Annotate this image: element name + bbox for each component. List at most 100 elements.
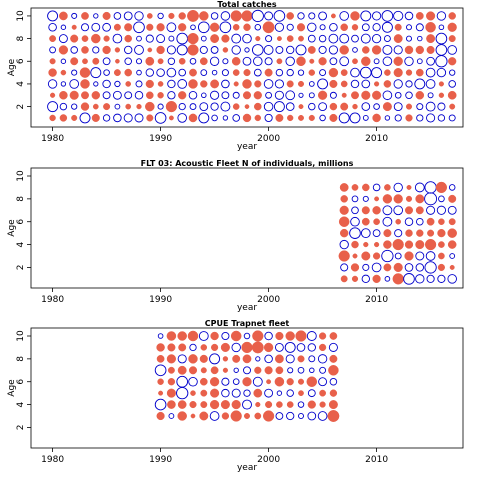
residual-bubble-positive [307,389,316,398]
residual-bubble-positive [317,78,329,90]
residual-bubble-positive [372,229,381,238]
residual-bubble-negative [276,36,282,42]
residual-bubble-positive [393,205,404,216]
residual-bubble-positive [393,79,403,89]
residual-bubble-positive [113,113,122,123]
y-tick-label: 4 [16,401,26,407]
residual-bubble-negative [309,58,315,64]
residual-bubble-negative [71,24,77,30]
chart-title: Total catches [217,0,276,9]
residual-bubble-negative [70,34,79,43]
residual-bubble-positive [114,80,121,88]
residual-bubble-positive [275,68,284,77]
residual-bubble-positive [221,91,230,100]
residual-bubble-negative [254,412,262,420]
y-tick-label: 10 [16,10,26,22]
x-axis-label: year [237,303,257,313]
residual-bubble-negative [274,354,284,364]
x-tick-label: 1990 [149,295,172,305]
residual-bubble-positive [329,91,337,99]
residual-bubble-negative [113,69,121,77]
residual-bubble-positive [199,102,209,111]
residual-bubble-positive [438,24,445,31]
residual-bubble-negative [449,103,456,110]
residual-bubble-positive [60,58,67,64]
residual-bubble-negative [350,11,360,21]
residual-bubble-positive [435,55,448,68]
residual-bubble-negative [447,90,457,100]
residual-bubble-negative [393,262,403,273]
residual-bubble-negative [167,343,176,352]
residual-bubble-positive [253,56,263,67]
residual-bubble-negative [404,240,414,249]
residual-bubble-negative [156,343,165,352]
residual-bubble-positive [48,22,57,32]
residual-bubble-negative [297,80,305,87]
residual-bubble-negative [82,58,88,65]
residual-bubble-negative [60,69,67,76]
residual-bubble-positive [59,102,68,111]
residual-bubble-negative [199,11,209,21]
residual-bubble-negative [265,401,273,409]
residual-bubble-positive [404,217,414,226]
residual-bubble-negative [329,354,338,363]
residual-bubble-negative [59,90,68,100]
residual-bubble-negative [449,264,455,270]
residual-bubble-negative [124,23,133,32]
residual-bubble-positive [381,249,394,263]
residual-bubble-negative [318,343,327,352]
residual-bubble-positive [221,331,230,341]
residual-bubble-positive [382,56,393,67]
residual-bubble-negative [199,354,208,363]
residual-bubble-negative [125,103,132,110]
residual-bubble-negative [124,68,133,77]
residual-bubble-negative [92,103,99,110]
residual-bubble-positive [340,263,349,272]
residual-bubble-negative [187,9,199,22]
residual-bubble-negative [374,196,380,202]
residual-bubble-negative [286,378,294,386]
residual-bubble-positive [286,411,295,421]
residual-bubble-positive [328,342,338,352]
residual-bubble-positive [133,21,145,34]
residual-bubble-positive [350,67,360,78]
residual-bubble-positive [371,262,382,273]
residual-bubble-positive [307,34,316,43]
residual-bubble-positive [189,343,197,352]
residual-bubble-negative [393,194,403,204]
residual-bubble-positive [222,58,229,65]
residual-bubble-positive [405,80,413,88]
residual-bubble-negative [405,114,413,122]
residual-bubble-negative [361,56,371,67]
residual-bubble-negative [79,67,91,78]
residual-bubble-positive [424,181,437,194]
residual-bubble-negative [393,56,403,66]
residual-bubble-positive [339,11,350,21]
residual-bubble-negative [415,12,424,20]
residual-bubble-negative [59,114,68,122]
residual-bubble-negative [178,343,187,352]
residual-bubble-negative [70,57,79,66]
residual-bubble-negative [58,45,69,55]
residual-bubble-positive [221,79,230,89]
residual-bubble-negative [157,58,164,65]
residual-bubble-negative [168,115,174,121]
residual-bubble-negative [230,10,242,22]
residual-bubble-negative [406,184,412,190]
residual-bubble-positive [425,79,436,89]
residual-bubble-negative [362,46,370,54]
y-tick-label: 8 [16,35,26,41]
residual-bubble-positive [298,92,304,98]
residual-bubble-positive [102,79,111,89]
residual-bubble-positive [424,192,438,206]
residual-bubble-positive [362,115,369,121]
residual-bubble-positive [404,11,414,21]
residual-bubble-negative [424,238,437,251]
residual-bubble-positive [448,80,456,88]
residual-bubble-negative [178,91,187,100]
residual-bubble-positive [274,22,285,32]
residual-bubble-positive [177,113,187,123]
residual-bubble-positive [284,341,296,353]
residual-bubble-positive [231,33,242,44]
residual-bubble-positive [297,366,305,374]
